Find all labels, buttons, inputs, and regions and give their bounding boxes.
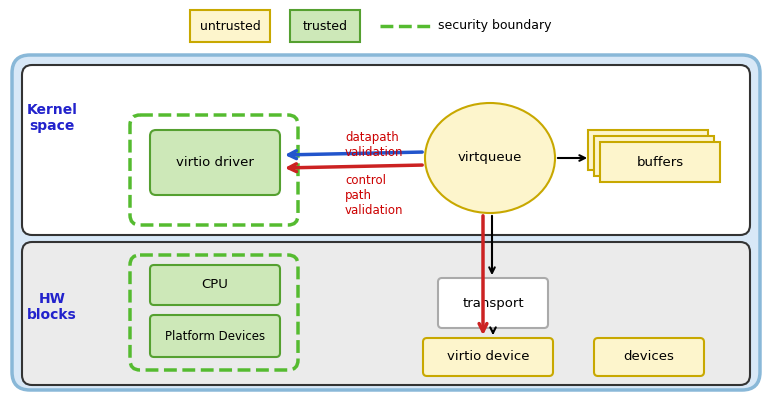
FancyBboxPatch shape [22, 65, 750, 235]
Text: control
path
validation: control path validation [345, 174, 403, 217]
FancyBboxPatch shape [290, 10, 360, 42]
Text: devices: devices [624, 350, 675, 363]
FancyBboxPatch shape [594, 338, 704, 376]
Text: Kernel
space: Kernel space [26, 103, 77, 133]
Text: Platform Devices: Platform Devices [165, 330, 265, 342]
FancyBboxPatch shape [150, 130, 280, 195]
FancyBboxPatch shape [438, 278, 548, 328]
FancyBboxPatch shape [150, 265, 280, 305]
FancyBboxPatch shape [423, 338, 553, 376]
FancyBboxPatch shape [190, 10, 270, 42]
FancyBboxPatch shape [594, 136, 714, 176]
Text: security boundary: security boundary [438, 20, 551, 32]
Text: virtio device: virtio device [446, 350, 529, 363]
Text: virtqueue: virtqueue [458, 152, 522, 164]
Text: virtio driver: virtio driver [176, 156, 254, 169]
FancyBboxPatch shape [22, 242, 750, 385]
Text: datapath
validation: datapath validation [345, 131, 403, 159]
Text: transport: transport [462, 296, 524, 310]
FancyBboxPatch shape [588, 130, 708, 170]
FancyBboxPatch shape [150, 315, 280, 357]
Ellipse shape [425, 103, 555, 213]
FancyBboxPatch shape [600, 142, 720, 182]
Text: buffers: buffers [636, 156, 684, 168]
FancyBboxPatch shape [12, 55, 760, 390]
Text: untrusted: untrusted [200, 20, 261, 32]
Text: CPU: CPU [201, 279, 228, 292]
Text: trusted: trusted [302, 20, 348, 32]
Text: HW
blocks: HW blocks [27, 292, 77, 322]
